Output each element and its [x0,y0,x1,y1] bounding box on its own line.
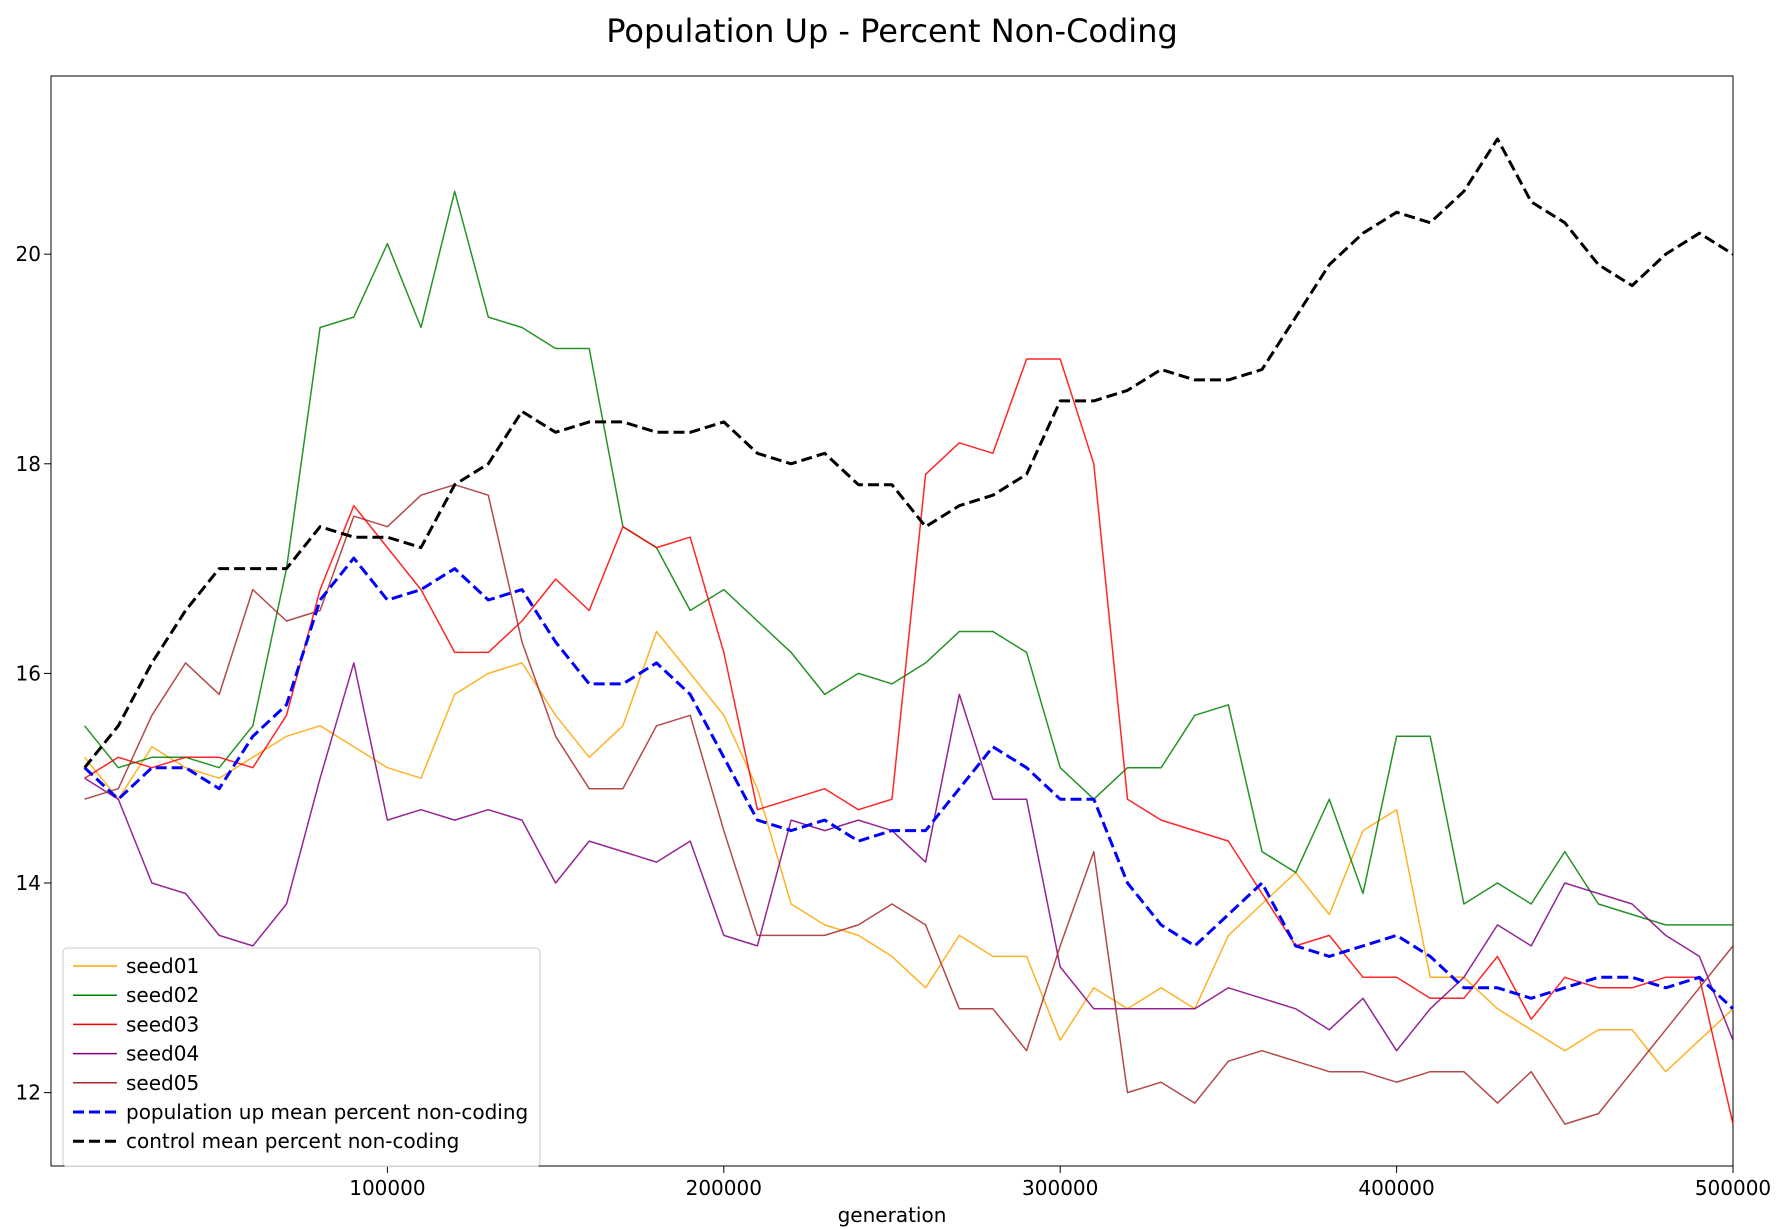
series-line-population-up-mean-percent-non-coding [83,556,1735,1010]
y-axis: 12 14 16 18 20 [16,242,51,1105]
series-line-seed03 [84,358,1734,1125]
y-tick-label: 14 [16,871,41,895]
legend-label: seed03 [126,1012,199,1036]
legend-label: seed01 [126,954,199,978]
y-tick-label: 18 [16,452,41,476]
legend: seed01 seed02 seed03 seed04 seed05 population… [62,947,541,1167]
series-line-seed02 [84,190,1733,926]
x-axis: 100000 200000 300000 400000 500000 [349,1166,1771,1200]
y-tick-label: 20 [16,242,41,266]
series-layer [83,137,1735,1125]
x-axis-label: generation [838,1203,947,1227]
x-tick-label: 300000 [1022,1176,1098,1200]
legend-label: control mean percent non-coding [126,1129,459,1153]
y-tick-label: 12 [16,1081,41,1105]
legend-label: seed05 [126,1071,199,1095]
x-tick-label: 100000 [349,1176,425,1200]
x-tick-label: 400000 [1358,1176,1434,1200]
x-tick-label: 500000 [1695,1176,1771,1200]
legend-label: seed04 [126,1042,199,1066]
series-line-control-mean-percent-non-coding [83,137,1734,769]
plot-frame [50,75,1734,1167]
series-line-seed01 [84,630,1734,1073]
legend-label: population up mean percent non-coding [126,1100,528,1124]
legend-box [62,947,541,1167]
chart-title: Population Up - Percent Non-Coding [606,12,1178,50]
legend-label: seed02 [126,983,199,1007]
x-tick-label: 200000 [686,1176,762,1200]
series-line-seed05 [84,483,1734,1125]
y-tick-label: 16 [16,661,41,685]
